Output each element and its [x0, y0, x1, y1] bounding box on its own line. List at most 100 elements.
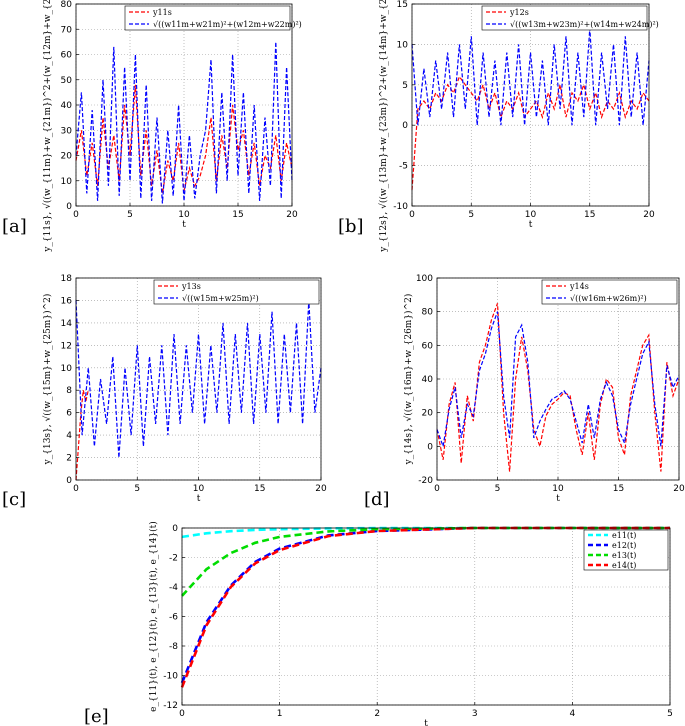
legend-label: e14(t) [612, 561, 636, 570]
y-tick-label: 0 [66, 476, 72, 486]
legend-box [583, 529, 669, 571]
series-line-2 [436, 311, 680, 449]
x-tick-label: 20 [286, 210, 298, 220]
x-tick-label: 5 [468, 210, 474, 220]
panel-label: [a] [2, 216, 27, 237]
legend-label: y12s [509, 8, 529, 17]
legend-label: √((w15m+w25m)²) [182, 294, 259, 303]
x-tick-label: 0 [409, 210, 415, 220]
y-tick-label: -20 [418, 476, 433, 486]
x-tick-label: 10 [193, 484, 205, 494]
y-tick-label: -8 [169, 642, 178, 652]
legend-box [481, 5, 648, 31]
y-axis-label: y_{12s}, √((w_{13m}+w_{23m})^2+(w_{14m}+… [378, 0, 389, 253]
plot-frame [75, 277, 322, 481]
y-tick-label: 40 [422, 375, 434, 385]
series-line-2 [75, 41, 293, 204]
y-tick-label: 10 [61, 177, 73, 187]
legend-label: e11(t) [612, 531, 636, 540]
panel-label: [c] [2, 489, 26, 510]
y-tick-label: 5 [402, 81, 408, 91]
x-axis-label: t [556, 494, 560, 504]
series-line-1 [75, 390, 89, 481]
panel-label: [e] [84, 706, 109, 726]
x-tick-label: 20 [643, 210, 655, 220]
y-tick-label: -6 [169, 613, 178, 623]
x-tick-label: 0 [434, 484, 440, 494]
y-tick-label: 0 [427, 442, 433, 452]
y-tick-label: 10 [61, 364, 73, 374]
x-axis-label: t [529, 220, 533, 230]
legend-label: √((w16m+w26m)²) [570, 294, 647, 303]
y-tick-label: -10 [393, 202, 408, 212]
x-tick-label: 0 [73, 484, 79, 494]
series-line-2 [411, 28, 650, 126]
y-tick-label: 50 [61, 76, 73, 86]
legend-label: y14s [569, 282, 589, 291]
x-tick-label: 5 [127, 210, 133, 220]
y-tick-label: 20 [61, 152, 73, 162]
x-tick-label: 15 [584, 210, 595, 220]
plot-frame [436, 277, 680, 481]
y-tick-label: 100 [416, 274, 433, 284]
x-tick-label: 5 [495, 484, 501, 494]
chart-5: 0 1 2 3 4 5 -12 -10 -8 -6 -4 -2 0 t e_{11}(t), e_{12}(… [84, 521, 673, 726]
x-tick-label: 4 [570, 709, 576, 719]
y-axis-label: e_{11}(t), e_{12}(t), e_{13}(t), e_{14}(… [148, 521, 159, 712]
x-tick-label: 10 [178, 210, 190, 220]
x-tick-label: 5 [134, 484, 140, 494]
chart-2: 0 5 10 15 20 -10 -5 0 5 10 15 t y_{12s}, √((w_{13m}+… [338, 0, 659, 253]
y-tick-label: -12 [163, 701, 178, 711]
legend-box [541, 279, 678, 305]
x-axis-label: t [182, 220, 186, 230]
y-tick-label: 30 [61, 126, 73, 136]
y-tick-label: 18 [61, 274, 73, 284]
chart-1: 0 5 10 15 20 0 10 20 30 40 50 60 70 80 t y_{11s}, √((w_… [2, 0, 302, 253]
legend-label: e13(t) [612, 551, 636, 560]
y-tick-label: 80 [422, 308, 434, 318]
x-tick-label: 10 [525, 210, 537, 220]
y-tick-label: 14 [61, 319, 73, 329]
y-tick-label: 4 [66, 431, 72, 441]
series-line-2 [75, 300, 322, 458]
series-line-3 [181, 526, 670, 597]
plot-frame [411, 3, 650, 207]
y-tick-label: 12 [61, 341, 72, 351]
plot-frame [181, 527, 671, 706]
y-axis-label: y_{11s}, √((w_{11m}+w_{21m})^2+(w_{12m}+… [42, 0, 53, 253]
legend-label: y13s [181, 282, 201, 291]
y-tick-label: -4 [169, 583, 178, 593]
x-tick-label: 15 [613, 484, 624, 494]
x-tick-label: 10 [552, 484, 564, 494]
y-tick-label: -10 [163, 672, 178, 682]
y-tick-label: 0 [172, 524, 178, 534]
x-axis-label: t [197, 494, 201, 504]
chart-3: 0 5 10 15 20 0 2 4 6 8 10 12 14 16 18 t y_{13s}, √((w_{1… [2, 274, 327, 510]
y-tick-label: 8 [66, 386, 72, 396]
y-tick-label: -5 [399, 162, 408, 172]
x-tick-label: 1 [277, 709, 283, 719]
x-tick-label: 20 [315, 484, 327, 494]
x-tick-label: 2 [374, 709, 380, 719]
y-tick-label: 15 [397, 0, 408, 10]
x-tick-label: 0 [73, 210, 79, 220]
y-tick-label: 10 [397, 40, 409, 50]
x-tick-label: 15 [254, 484, 265, 494]
y-tick-label: -2 [169, 554, 178, 564]
panel-label: [b] [338, 216, 364, 237]
plot-frame [75, 3, 293, 207]
y-tick-label: 20 [422, 409, 434, 419]
legend-label: √((w11m+w21m)²+(w12m+w22m)²) [153, 20, 302, 29]
legend-box [124, 5, 291, 31]
y-axis-label: y_{13s}, √((w_{15m}+w_{25m})^2) [42, 294, 53, 466]
y-tick-label: 0 [66, 202, 72, 212]
series-line-1 [436, 303, 680, 472]
y-tick-label: 70 [61, 25, 73, 35]
y-tick-label: 6 [66, 409, 72, 419]
legend-box [153, 279, 320, 305]
x-tick-label: 5 [667, 709, 673, 719]
panel-label: [d] [364, 489, 390, 510]
legend-label: √((w13m+w23m)²+(w14m+w24m)²) [510, 20, 659, 29]
